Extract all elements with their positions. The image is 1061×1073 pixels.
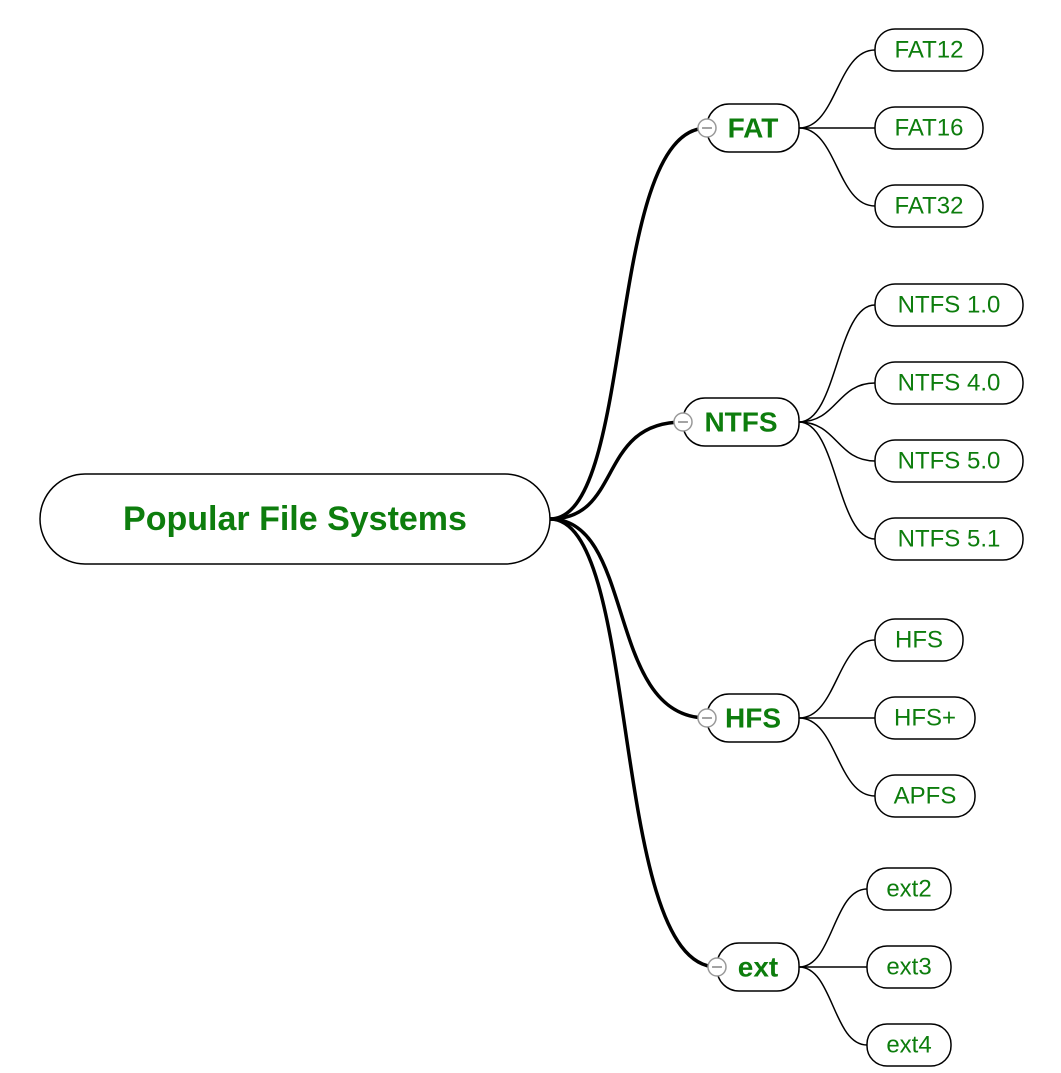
leaf-fat-0-label: FAT12 <box>895 37 964 64</box>
mindmap-diagram: Popular File Systems FAT FAT12 FAT16 FAT32 NT… <box>0 0 1061 1073</box>
edge-fat-leaf <box>799 128 875 206</box>
leaf-hfs-1-label: HFS+ <box>894 705 956 732</box>
edge-hfs-leaf <box>799 718 875 796</box>
leaf-fat-2-label: FAT32 <box>895 193 964 220</box>
edge-root-ext <box>550 519 717 967</box>
leaf-ntfs-2-label: NTFS 5.0 <box>898 448 1001 475</box>
leaf-ntfs-1-label: NTFS 4.0 <box>898 370 1001 397</box>
leaf-ntfs-3-label: NTFS 5.1 <box>898 526 1001 553</box>
edge-ntfs-leaf <box>799 383 875 422</box>
edge-root-hfs <box>550 519 707 718</box>
leaf-ext-1-label: ext3 <box>886 954 931 981</box>
branch-hfs-label: HFS <box>725 703 781 734</box>
edge-ntfs-leaf <box>799 422 875 539</box>
leaf-ext-2-label: ext4 <box>886 1032 931 1059</box>
edge-ext-leaf <box>799 967 867 1045</box>
root-node-label: Popular File Systems <box>123 500 467 538</box>
leaf-fat-1-label: FAT16 <box>895 115 964 142</box>
edge-root-ntfs <box>550 422 683 519</box>
leaf-hfs-2-label: APFS <box>894 783 957 810</box>
edge-ntfs-leaf <box>799 305 875 422</box>
branch-ext-label: ext <box>738 952 778 983</box>
leaf-ntfs-0-label: NTFS 1.0 <box>898 292 1001 319</box>
edge-hfs-leaf <box>799 640 875 718</box>
branch-ntfs-label: NTFS <box>704 407 777 438</box>
edge-ntfs-leaf <box>799 422 875 461</box>
leaf-hfs-0-label: HFS <box>895 627 943 654</box>
leaf-ext-0-label: ext2 <box>886 876 931 903</box>
edge-fat-leaf <box>799 50 875 128</box>
edge-ext-leaf <box>799 889 867 967</box>
branch-fat-label: FAT <box>728 113 779 144</box>
edge-root-fat <box>550 128 707 519</box>
